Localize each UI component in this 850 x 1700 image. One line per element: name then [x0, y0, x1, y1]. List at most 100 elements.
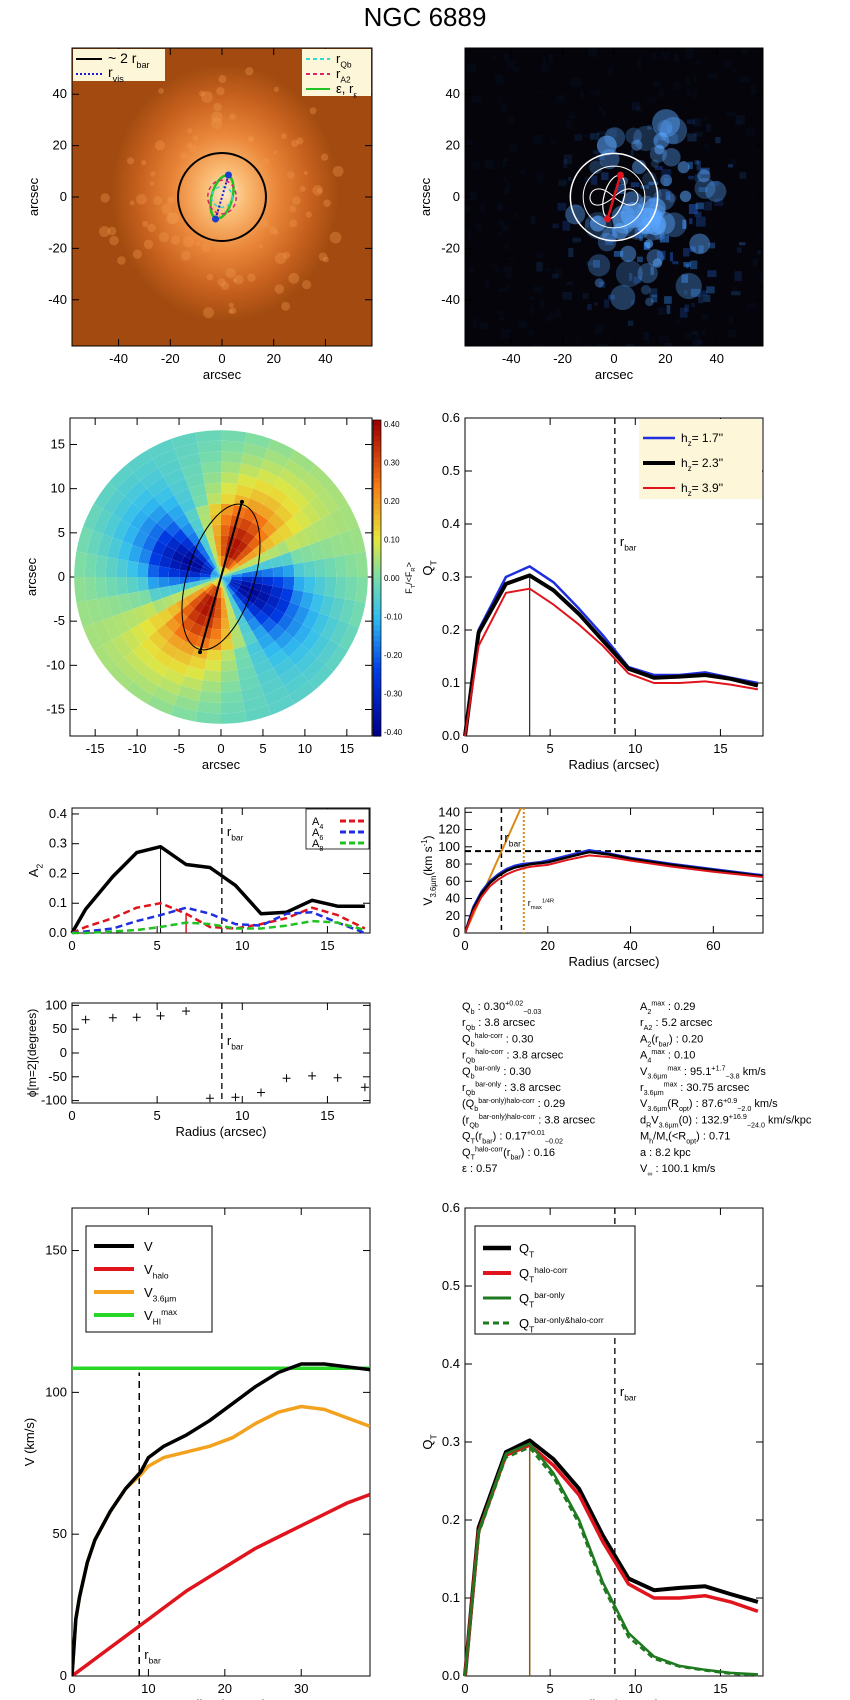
y-axis-label: V3.6µm(km s-1): [420, 835, 438, 905]
legend-box: [474, 1225, 636, 1335]
ratio-map-cell: [200, 537, 211, 550]
emission-patch: [664, 343, 672, 346]
colorbar-cell: [373, 583, 381, 590]
emission-patch: [685, 263, 689, 269]
ratio-map-cell: [260, 458, 284, 478]
param-right-row: a : 8.2 kpc: [640, 1147, 691, 1159]
bar-end-dot: [239, 499, 244, 504]
legend-label: QT: [519, 1241, 534, 1260]
galaxy-mottle: [192, 135, 199, 142]
x-axis-label: arcsec: [202, 757, 241, 772]
ratio-map-cell: [229, 563, 240, 572]
ratio-map-cell: [221, 461, 241, 474]
ratio-map-cell: [181, 675, 203, 691]
emission-patch: [583, 134, 594, 138]
ratio-map-cell: [191, 584, 203, 593]
ratio-map-cell: [181, 556, 194, 567]
emission-clump: [689, 233, 711, 255]
emission-patch: [539, 299, 545, 310]
emission-patch: [661, 169, 672, 177]
ratio-map-cell: [339, 623, 359, 651]
ratio-map-cell: [261, 520, 278, 537]
ratio-map-cell: [217, 566, 221, 577]
param-right-row: V∞ : 100.1 km/s: [640, 1163, 716, 1178]
x-axis-label: Radius (arcsec): [568, 954, 659, 969]
bar-end-dot: [224, 171, 232, 179]
ratio-map-cell: [184, 508, 200, 523]
emission-patch: [695, 59, 700, 65]
colorbar-cell: [373, 609, 381, 616]
emission-patch: [548, 312, 554, 321]
ratio-map-cell: [231, 549, 242, 561]
legend-label: hz= 2.3'': [681, 456, 723, 473]
bar-ellipse: [181, 503, 261, 651]
ratio-map-cell: [172, 528, 188, 544]
ratio-map-cell: [116, 472, 141, 497]
ratio-map-cell: [213, 569, 221, 577]
galaxy-mottle: [221, 281, 230, 290]
ratio-map-cell: [201, 461, 221, 474]
ratio-map-cell: [189, 577, 201, 583]
ratio-map-cell: [166, 536, 181, 551]
x-tick-label: -20: [161, 351, 180, 366]
bar-radius-circle: [177, 152, 267, 242]
ratio-map-cell: [130, 624, 149, 645]
emission-patch: [631, 300, 635, 305]
galaxy-mottle: [273, 230, 279, 236]
colorbar-cell: [373, 714, 381, 721]
emission-clump: [611, 204, 636, 229]
emission-clump: [602, 227, 618, 243]
x-axis-label: arcsec: [595, 367, 634, 382]
emission-patch: [692, 339, 703, 346]
param-left-row: QThalo-corr(rbar) : 0.16: [462, 1145, 555, 1161]
emission-clump: [642, 171, 657, 187]
emission-patch: [472, 318, 478, 329]
ratio-map-cell: [102, 639, 125, 665]
ratio-map-cell: [245, 550, 258, 562]
emission-patch: [640, 185, 649, 189]
emission-patch: [672, 261, 679, 265]
galaxy-mottle: [167, 197, 175, 205]
legend-label: QTbar-only: [519, 1290, 566, 1310]
emission-patch: [739, 76, 750, 83]
emission-patch: [491, 56, 496, 60]
emission-patch: [585, 344, 592, 346]
ratio-map-cell: [301, 472, 326, 497]
ratio-map-cell: [105, 557, 118, 577]
clipped-plot-area: [465, 808, 763, 933]
force-contour: [613, 188, 639, 206]
ratio-map-cell: [205, 595, 214, 607]
emission-patch: [695, 202, 704, 210]
ratio-map-cell: [202, 472, 221, 485]
galaxy-mottle: [109, 235, 119, 246]
legend-label: rQb: [336, 51, 352, 70]
ratio-map-cell: [262, 577, 274, 587]
ratio-map-cell: [74, 577, 87, 603]
emission-patch: [569, 115, 576, 119]
emission-clump: [637, 263, 658, 284]
emission-patch: [589, 90, 595, 95]
legend-label: rA2: [336, 66, 351, 85]
galaxy-mottle: [117, 256, 126, 265]
x-tick-label: 0: [218, 351, 225, 366]
ratio-map-cell: [200, 569, 212, 576]
ratio-map-cell: [231, 593, 242, 605]
ratio-map-cell: [210, 546, 218, 558]
emission-patch: [706, 286, 715, 294]
ratio-map-cell: [204, 560, 215, 571]
ratio-map-cell: [221, 573, 232, 577]
x-tick-label: 30: [294, 1681, 308, 1696]
x-tick-label: 40: [623, 938, 637, 953]
ratio-map-cell: [173, 513, 190, 529]
legend-label: QThalo-corr: [519, 1265, 568, 1285]
emission-patch: [546, 317, 551, 321]
ratio-map-cell: [256, 468, 279, 487]
ratio-map-cell: [289, 449, 316, 473]
galaxy-mottle: [232, 278, 237, 283]
emission-patch: [616, 184, 625, 194]
ratio-map-cell: [174, 442, 200, 459]
emission-clump: [652, 188, 675, 211]
emission-patch: [519, 169, 526, 176]
x-axis-label: Radius (arcsec): [175, 1124, 266, 1139]
y-tick-label: -15: [46, 702, 65, 717]
